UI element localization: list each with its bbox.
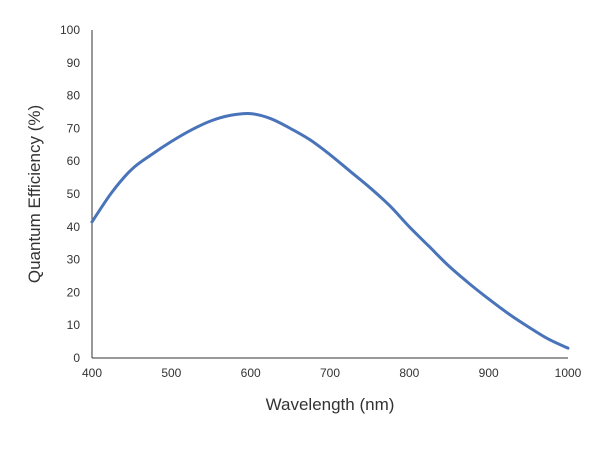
x-tick-labels: 400 500 600 700 800 900 1000 (82, 366, 582, 380)
y-tick-label: 0 (73, 351, 80, 365)
x-tick-label: 600 (241, 366, 261, 380)
x-tick-label: 700 (320, 366, 340, 380)
x-tick-label: 400 (82, 366, 102, 380)
y-tick-label: 70 (67, 121, 81, 135)
y-tick-label: 80 (67, 89, 81, 103)
y-axis-label: Quantum Efficiency (%) (25, 105, 44, 283)
y-tick-labels: 0 10 20 30 40 50 60 70 80 90 100 (60, 23, 80, 365)
y-tick-label: 20 (67, 285, 81, 299)
x-tick-label: 900 (479, 366, 499, 380)
series-layer (90, 111, 570, 350)
series-line-quantum-efficiency (90, 111, 570, 350)
y-tick-label: 10 (67, 318, 81, 332)
x-tick-label: 1000 (555, 366, 582, 380)
x-tick-label: 500 (161, 366, 181, 380)
y-tick-label: 50 (67, 187, 81, 201)
y-tick-label: 30 (67, 253, 81, 267)
axes (91, 30, 568, 359)
y-tick-label: 100 (60, 23, 80, 37)
x-axis-label: Wavelength (nm) (266, 395, 395, 414)
x-tick-label: 800 (399, 366, 419, 380)
y-tick-label: 60 (67, 154, 81, 168)
y-tick-label: 40 (67, 220, 81, 234)
y-tick-label: 90 (67, 56, 81, 70)
